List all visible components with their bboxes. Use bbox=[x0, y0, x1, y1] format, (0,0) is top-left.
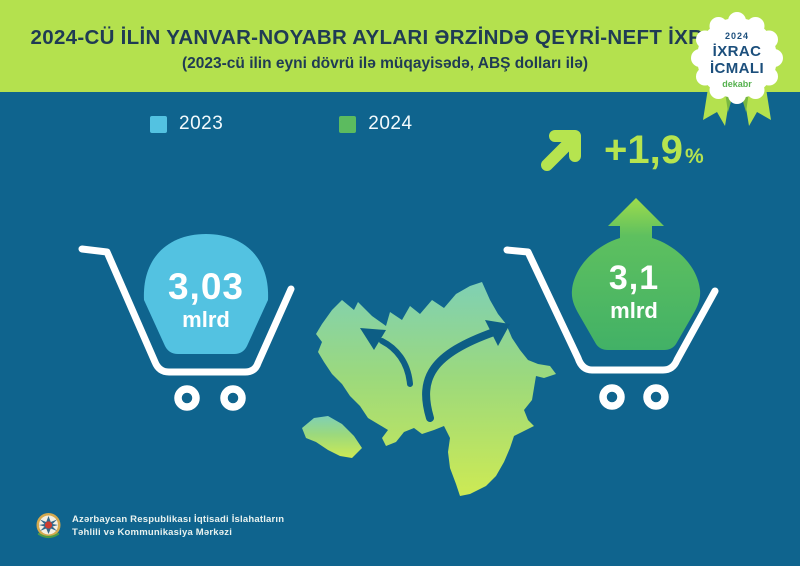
amount-2023: 3,03 mlrd bbox=[141, 267, 271, 333]
amount-2023-value: 3,03 bbox=[167, 266, 244, 307]
amount-2024-unit: mlrd bbox=[610, 298, 658, 323]
org-name-line1: Azərbaycan Respublikası İqtisadi İslahat… bbox=[72, 514, 285, 525]
legend-item-2023: 2023 bbox=[150, 113, 223, 135]
legend-label-2023: 2023 bbox=[179, 113, 224, 134]
cart-2024: 3,1 mlrd bbox=[500, 190, 730, 416]
legend-item-2024: 2024 bbox=[339, 113, 412, 135]
badge-seal-icon bbox=[691, 12, 783, 126]
wheel-icon bbox=[220, 385, 246, 411]
growth-value: +1,9 bbox=[604, 128, 683, 172]
legend-swatch-2024 bbox=[339, 115, 357, 133]
amount-2023-unit: mlrd bbox=[182, 307, 230, 332]
wheel-icon bbox=[174, 385, 200, 411]
legend: 2023 2024 bbox=[150, 113, 413, 135]
cart-icon-2023 bbox=[78, 245, 295, 376]
legend-label-2024: 2024 bbox=[368, 113, 413, 134]
badge-title-line1: İXRAC bbox=[712, 43, 762, 60]
wheel-icon bbox=[599, 384, 625, 410]
amount-2024-value: 3,1 bbox=[608, 259, 660, 297]
header-text-block: 2024-CÜ İLİN YANVAR-NOYABR AYLARI ƏRZİND… bbox=[10, 0, 760, 73]
org-name: Azərbaycan Respublikası İqtisadi İslahat… bbox=[72, 513, 284, 539]
amount-2024: 3,1 mlrd bbox=[574, 258, 694, 324]
report-badge: 2024 İXRAC İCMALI dekabr bbox=[689, 8, 785, 134]
ribbon-icon bbox=[703, 82, 771, 126]
badge-month: dekabr bbox=[722, 79, 752, 89]
map-export-arrow-small bbox=[360, 328, 413, 387]
azerbaijan-map-icon bbox=[302, 282, 556, 496]
badge-text-block: 2024 İXRAC İCMALI dekabr bbox=[689, 8, 785, 89]
org-name-line2: Təhlili və Kommunikasiya Mərkəzi bbox=[72, 527, 233, 538]
map-export-arrow-large bbox=[422, 320, 510, 422]
cart-2023-graphic bbox=[78, 234, 295, 411]
blob-2023 bbox=[143, 234, 269, 354]
growth-unit: % bbox=[684, 145, 704, 168]
state-emblem-icon bbox=[36, 513, 61, 539]
cart-icon-2024 bbox=[503, 246, 719, 374]
blob-2024 bbox=[571, 198, 701, 350]
wheel-icon bbox=[643, 384, 669, 410]
footer: Azərbaycan Respublikası İqtisadi İslahat… bbox=[35, 512, 284, 540]
badge-year: 2024 bbox=[724, 31, 750, 41]
header-band: 2024-CÜ İLİN YANVAR-NOYABR AYLARI ƏRZİND… bbox=[0, 0, 800, 92]
page-title: 2024-CÜ İLİN YANVAR-NOYABR AYLARI ƏRZİND… bbox=[30, 26, 740, 49]
legend-swatch-2023 bbox=[150, 115, 167, 133]
growth-value-wrap: +1,9 % bbox=[604, 128, 704, 172]
cart-2023: 3,03 mlrd bbox=[75, 225, 305, 421]
growth-indicator: +1,9 % bbox=[540, 128, 704, 172]
cart-2024-graphic bbox=[503, 198, 719, 410]
page-subtitle: (2023-cü ilin eyni dövrü ilə müqayisədə,… bbox=[182, 55, 588, 72]
azerbaijan-map bbox=[298, 266, 560, 511]
arrow-up-right-icon bbox=[541, 130, 581, 171]
badge-title-line2: İCMALI bbox=[709, 60, 765, 77]
